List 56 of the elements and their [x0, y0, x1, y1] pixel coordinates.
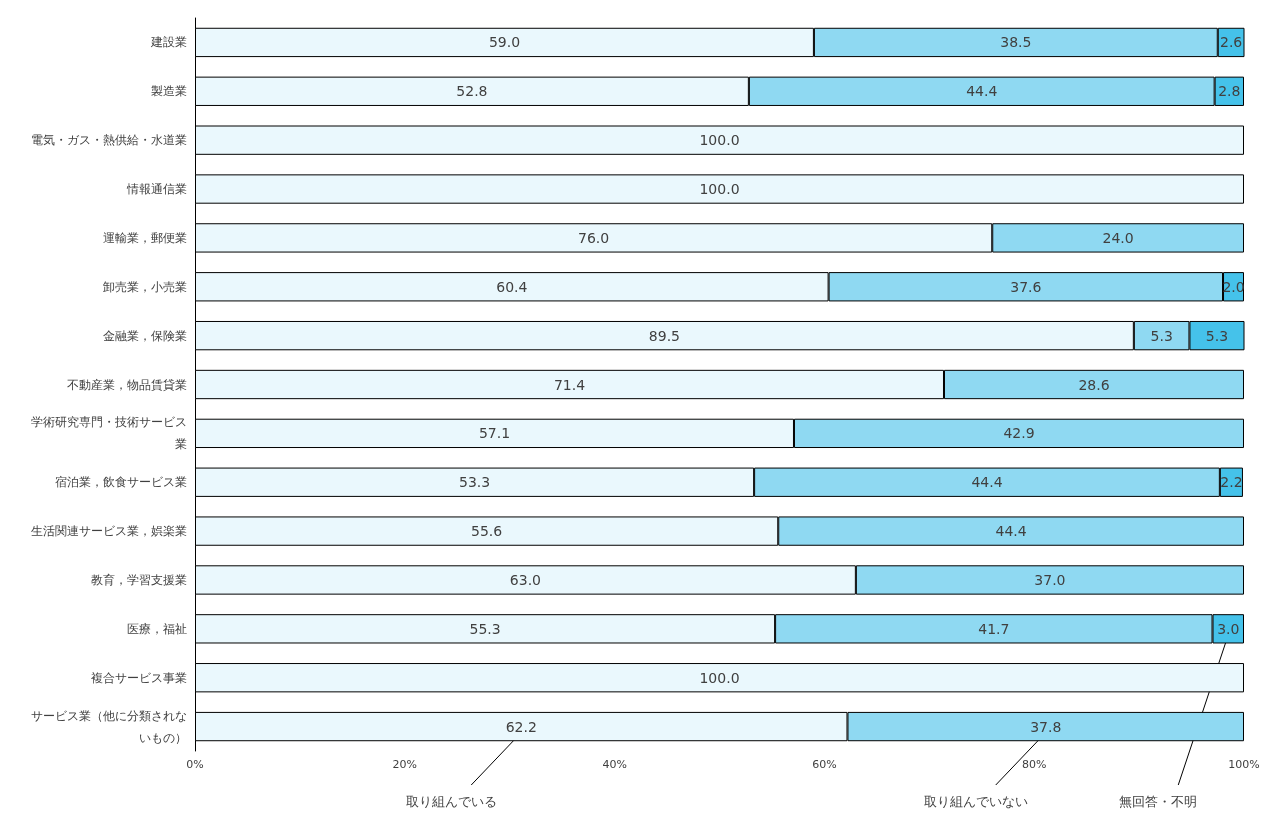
y-tick-label: 建設業 [150, 35, 187, 50]
y-tick-label: 電気・ガス・熱供給・水道業 [31, 133, 187, 148]
data-label: 59.0 [488, 34, 521, 51]
data-label: 53.3 [458, 474, 491, 491]
x-tick-label: 100% [1228, 758, 1260, 771]
data-label: 44.4 [995, 523, 1027, 540]
data-label: 38.5 [1000, 34, 1032, 51]
data-label: 24.0 [1102, 229, 1134, 246]
data-label: 41.7 [978, 620, 1010, 637]
data-label: 5.3 [1150, 327, 1173, 344]
y-tick-label: 金融業，保険業 [103, 328, 187, 343]
data-label: 55.3 [469, 620, 501, 637]
data-label: 42.9 [1003, 425, 1035, 442]
data-label: 2.6 [1220, 34, 1243, 51]
data-label: 100.0 [699, 132, 740, 149]
data-label: 5.3 [1205, 327, 1229, 344]
data-label: 57.1 [478, 425, 511, 442]
data-label: 62.2 [505, 718, 537, 735]
x-tick-label: 20% [392, 758, 418, 771]
data-label: 55.6 [471, 523, 503, 540]
y-tick-label: 製造業 [151, 84, 187, 99]
data-label: 52.8 [456, 83, 488, 100]
data-label: 71.4 [553, 376, 586, 393]
y-tick-label: サービス業（他に分類されないもの） [31, 708, 187, 745]
y-tick-label: 運輸業，郵便業 [103, 230, 187, 245]
data-label: 28.6 [1078, 376, 1110, 393]
data-label: 76.0 [578, 229, 610, 246]
text: 取り組んでいる [405, 794, 497, 809]
x-tick-label: 80% [1021, 758, 1047, 771]
data-label: 37.8 [1030, 718, 1062, 735]
y-tick-label: 医療，福祉 [127, 621, 187, 636]
data-label: 37.0 [1034, 571, 1066, 588]
data-label: 37.6 [1010, 278, 1042, 295]
data-label: 100.0 [699, 669, 740, 686]
x-tick-label: 40% [602, 758, 627, 771]
data-label: 3.0 [1217, 620, 1240, 637]
y-tick-label: 情報通信業 [126, 182, 187, 197]
data-label: 89.5 [648, 327, 681, 344]
y-tick-label: 生活関連サービス業，娯楽業 [31, 524, 187, 539]
y-tick-label: 卸売業，小売業 [103, 279, 187, 294]
y-tick-label: 不動産業，物品賃貸業 [67, 377, 187, 392]
data-label: 2.2 [1220, 474, 1243, 491]
x-tick-label: 0% [186, 758, 204, 771]
data-label: 60.4 [496, 278, 528, 295]
y-tick-label: 複合サービス事業 [91, 670, 187, 685]
data-label: 2.8 [1218, 83, 1241, 100]
y-tick-label: 学術研究専門・技術サービス業 [31, 415, 187, 452]
data-label: 63.0 [509, 571, 542, 588]
x-tick-label: 60% [812, 758, 837, 771]
text: 取り組んでいない [923, 794, 1028, 809]
y-tick-label: 教育，学習支援業 [91, 572, 187, 587]
text: 無回答・不明 [1119, 794, 1198, 809]
data-label: 44.4 [971, 474, 1003, 491]
data-label: 44.4 [966, 83, 998, 100]
data-label: 100.0 [699, 181, 740, 198]
y-tick-label: 宿泊業，飲食サービス業 [55, 475, 187, 490]
